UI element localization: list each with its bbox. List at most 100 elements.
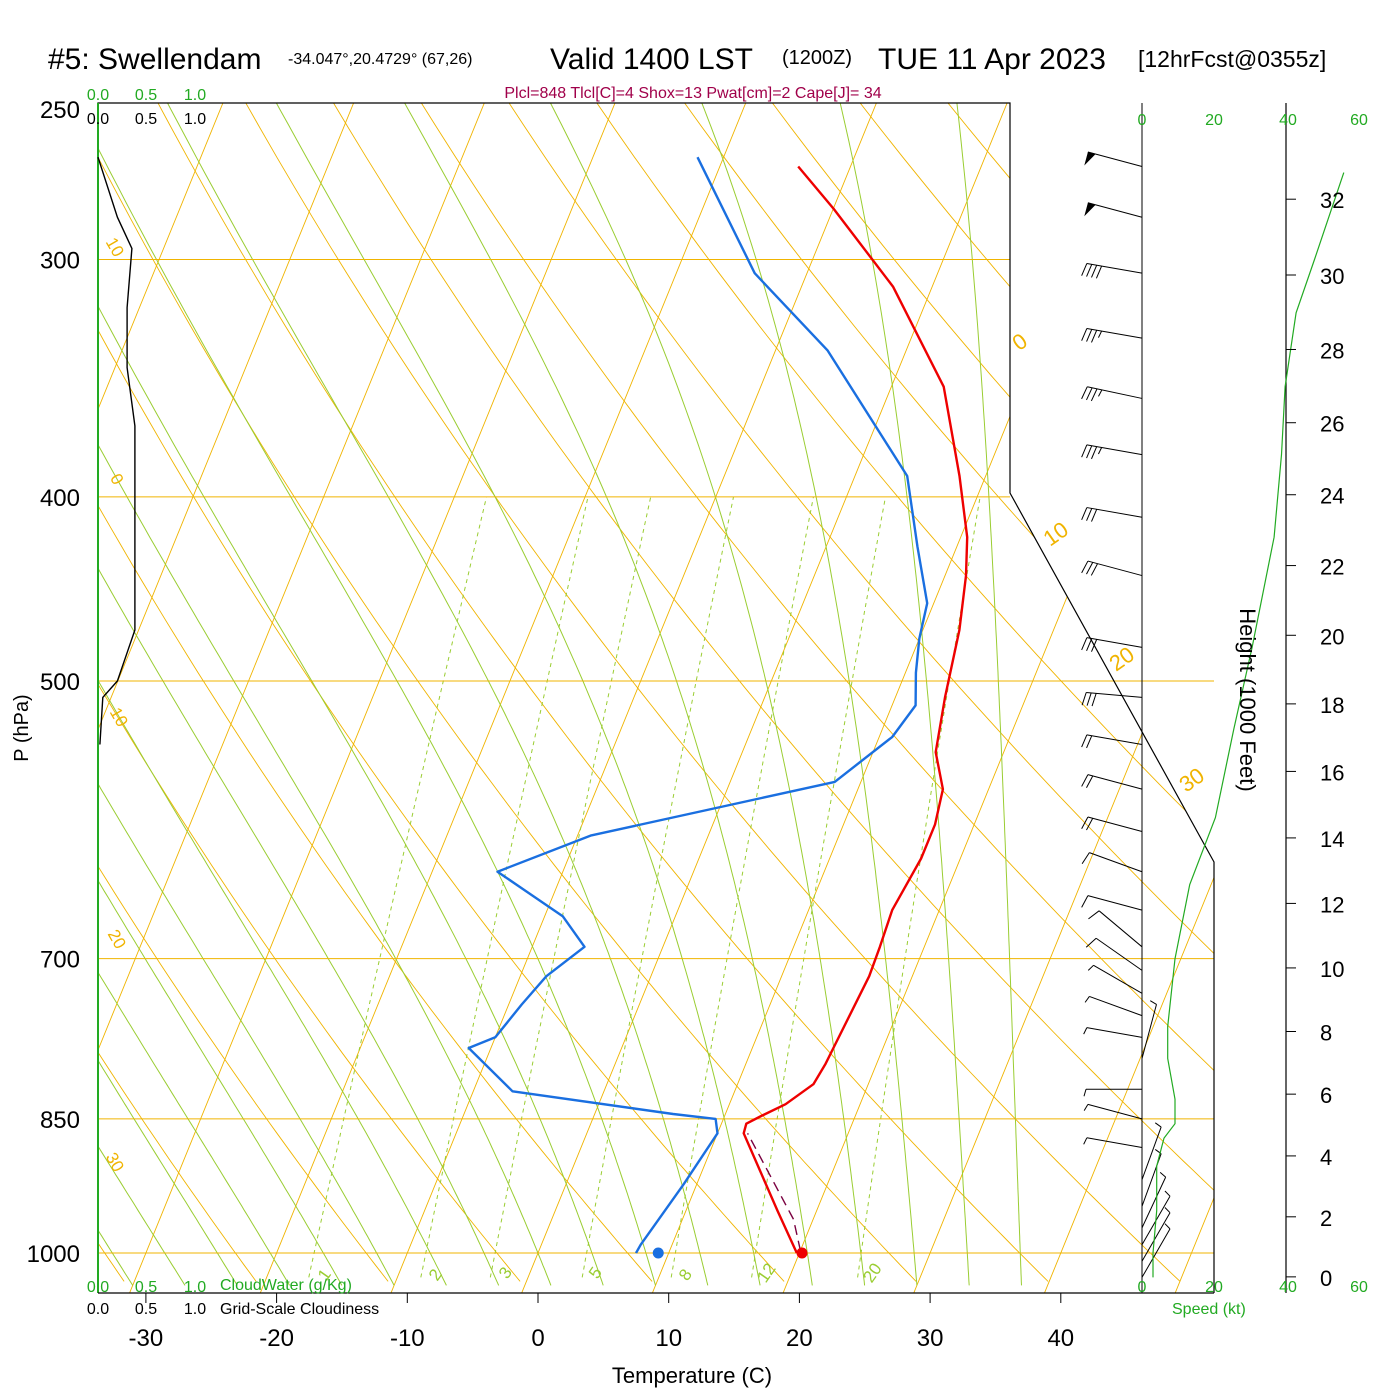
wind-barb <box>1081 560 1143 577</box>
wind-barb <box>1083 1103 1143 1120</box>
wind-barbs <box>1081 151 1171 1278</box>
wind-barb <box>1081 262 1143 279</box>
wind-barb-flag <box>1084 151 1096 166</box>
moist-adiabat-curve <box>98 103 343 1286</box>
pressure-tick-label: 300 <box>40 248 80 275</box>
temperature-tick-label: -10 <box>390 1325 425 1352</box>
temperature-tick-label: 0 <box>531 1325 544 1352</box>
wind-barb-feather <box>1085 937 1097 948</box>
wind-barb-feather <box>1081 507 1088 521</box>
moist-adiabat-curve <box>535 103 866 1286</box>
cloudwater-tick-bottom: 0.5 <box>135 1279 157 1296</box>
isotherm-line <box>113 103 656 1293</box>
isotherm-line <box>1028 103 1214 1293</box>
wind-barb-feather <box>1081 692 1087 706</box>
moist-adiabat-curve <box>388 103 813 1286</box>
speed-tick-bottom: 40 <box>1279 1279 1297 1296</box>
mixing-ratio-line <box>420 496 589 1278</box>
temperature-tick-label: -20 <box>259 1325 294 1352</box>
dry-adiabat-curve <box>764 103 1214 1282</box>
isotherm-line <box>766 103 1214 1293</box>
wind-barb-feather <box>1086 508 1093 521</box>
wind-barb-half-feather <box>1149 1000 1157 1005</box>
moist-adiabat-curve <box>953 103 1022 1286</box>
wind-barb-feather <box>1086 562 1094 575</box>
speed-tick-top: 60 <box>1350 112 1368 129</box>
pressure-tick-label: 700 <box>40 947 80 974</box>
cloudiness-tick-bottom: 0.0 <box>87 1301 109 1318</box>
temperature-tick-label: -30 <box>129 1325 164 1352</box>
wind-barb-staff <box>1087 202 1143 218</box>
height-tick-label: 0 <box>1320 1266 1332 1291</box>
isotherm-line <box>98 103 264 1293</box>
cloudiness-tick-top: 0.5 <box>135 111 157 128</box>
wind-barb-feather <box>1090 388 1098 402</box>
moist-adiabat-curve <box>98 103 604 1286</box>
wind-barb-staff <box>1086 1027 1143 1038</box>
height-tick-label: 28 <box>1320 338 1344 363</box>
mixing-ratio-label: 3 <box>495 1264 516 1283</box>
height-tick-label: 4 <box>1320 1145 1332 1170</box>
wind-barb-half-feather <box>1164 1207 1171 1214</box>
wind-barb <box>1081 895 1143 911</box>
moist-adiabat-curve <box>690 103 918 1286</box>
isotherm-line <box>374 103 918 1293</box>
height-tick-label: 20 <box>1320 624 1344 649</box>
wind-barb-staff <box>1086 507 1143 518</box>
wind-barb-feather <box>1086 735 1093 749</box>
speed-tick-top: 20 <box>1205 112 1223 129</box>
theta-label: 0 <box>106 470 127 488</box>
wind-barb-feather <box>1091 509 1098 522</box>
mixing-ratio-line <box>581 496 734 1278</box>
wind-barb <box>1083 1137 1143 1149</box>
surface-temperature-marker <box>796 1247 808 1259</box>
pressure-tick-label: 1000 <box>27 1241 80 1268</box>
wind-barb-feather <box>1081 895 1089 908</box>
wind-barb-half-feather <box>1098 389 1103 397</box>
height-tick-label: 22 <box>1320 555 1344 580</box>
stability-indices: Plcl=848 Tlcl[C]=4 Shox=13 Pwat[cm]=2 Ca… <box>504 85 881 102</box>
mixing-ratio-line <box>489 496 652 1278</box>
wind-barb-feather <box>1086 638 1093 651</box>
height-tick-label: 6 <box>1320 1083 1332 1108</box>
wind-barb-staff <box>1087 386 1143 399</box>
wind-barb-half-feather <box>1084 996 1090 1003</box>
temperature-tick-label: 20 <box>786 1325 813 1352</box>
dry-adiabat-curve <box>98 103 257 1282</box>
wind-barb <box>1081 816 1143 832</box>
mixing-ratio-label: 8 <box>675 1266 696 1285</box>
wind-barb <box>1083 1027 1143 1038</box>
isotherm-label: 10 <box>1039 517 1073 552</box>
forecast-info: [12hrFcst@0355z] <box>1138 46 1326 72</box>
station-title: #5: Swellendam <box>48 43 261 76</box>
wind-barb-staff <box>1093 964 1143 994</box>
mixing-ratio-label: 5 <box>585 1264 606 1283</box>
dewpoint-profile <box>467 156 929 1254</box>
wind-barb-feather <box>1086 445 1093 459</box>
cloudwater-title: CloudWater (g/Kg) <box>220 1277 352 1294</box>
temperature-tick-label: 30 <box>917 1325 944 1352</box>
wind-barb-feather <box>1081 386 1088 400</box>
wind-barb-feather <box>1086 329 1093 342</box>
wind-barb-staff <box>1087 151 1143 167</box>
wind-barb <box>1081 507 1143 522</box>
wind-barb <box>1141 1207 1171 1262</box>
speed-tick-top: 40 <box>1279 112 1297 129</box>
theta-label: 20 <box>104 926 130 952</box>
moist-adiabat-curve <box>98 103 656 1286</box>
wind-barb-half-feather <box>1164 1190 1171 1197</box>
wind-barb-half-feather <box>1083 1104 1089 1111</box>
wind-barb-staff <box>1086 327 1143 339</box>
cloudiness-tick-bottom: 0.5 <box>135 1301 157 1318</box>
cloudiness-title: Grid-Scale Cloudiness <box>220 1301 379 1318</box>
wind-barb-feather <box>1081 328 1088 341</box>
isotherm-lines <box>98 103 1214 1293</box>
wind-barb-staff <box>1086 262 1143 274</box>
dry-adiabat-curve <box>98 103 389 1282</box>
wind-barb-staff <box>1141 1228 1171 1278</box>
wind-barb <box>1141 1223 1171 1278</box>
wind-barb-staff <box>1098 910 1143 948</box>
mixing-ratio-label: 12 <box>753 1260 779 1286</box>
